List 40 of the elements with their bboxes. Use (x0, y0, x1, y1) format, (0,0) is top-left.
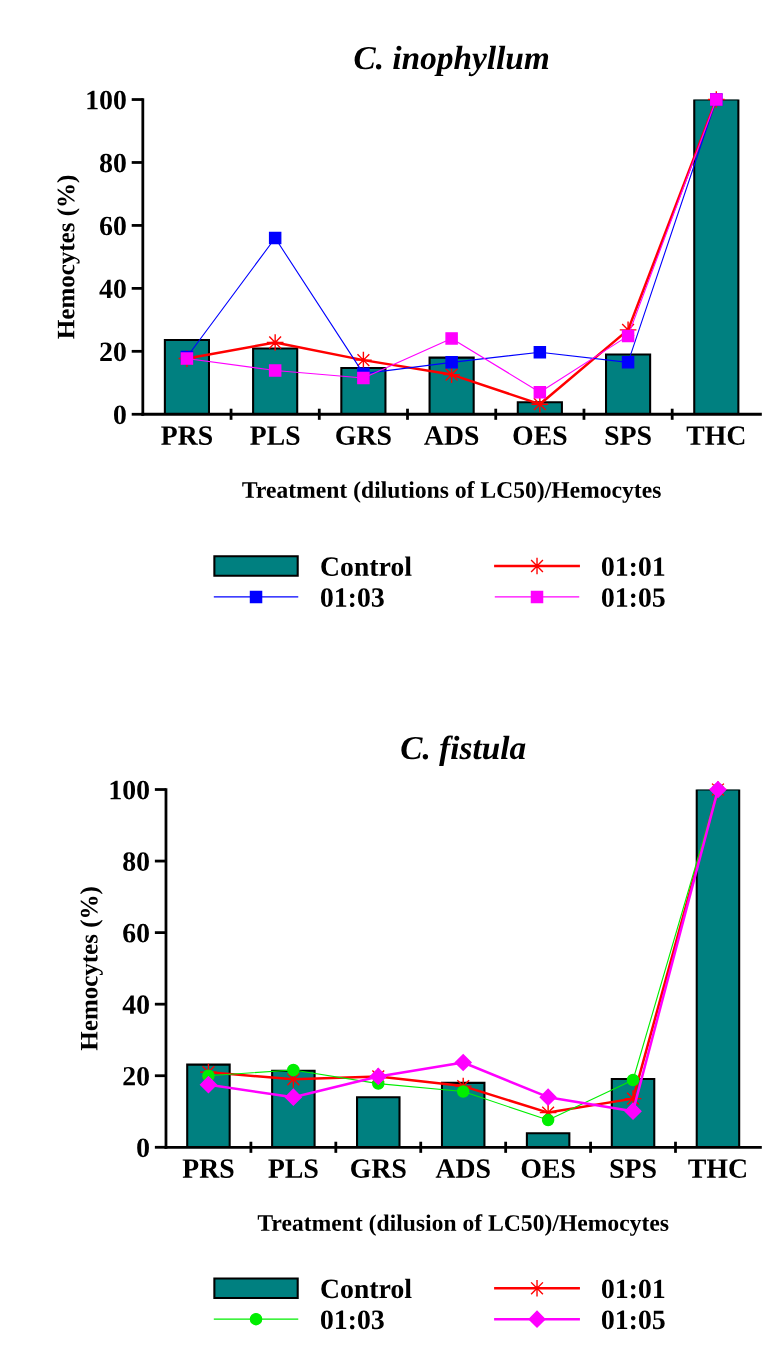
y-tick-label: 20 (123, 1066, 149, 1086)
x-axis-title: Treatment (dilutions of LC50)/Hemocytes (242, 481, 661, 503)
x-tick-label: GRS (351, 1159, 406, 1178)
y-tick-label: 0 (114, 405, 126, 425)
legend-label: Control (321, 1278, 412, 1299)
y-tick-label: 60 (100, 216, 126, 236)
legend-label: 01:01 (601, 557, 665, 577)
y-tick-label: 40 (99, 279, 126, 299)
y-tick-label: 20 (100, 342, 126, 362)
y-tick-label: 80 (99, 153, 126, 173)
legend-label: Control (321, 556, 412, 576)
y-tick-label: 0 (137, 1138, 149, 1158)
x-tick-label: OES (521, 1159, 575, 1178)
chart-title: C. fistula (401, 735, 526, 767)
y-tick-label: 100 (110, 780, 149, 800)
legend-label: 01:03 (320, 588, 384, 608)
y-axis-title: Hemocytes (%) (80, 887, 103, 1051)
x-tick-label: ADS (424, 426, 479, 445)
x-tick-label: PLS (250, 426, 300, 445)
x-tick-label: ADS (435, 1159, 490, 1178)
legend-label: 01:01 (601, 1279, 665, 1299)
legend-label: 01:05 (601, 588, 665, 608)
x-tick-label: PLS (268, 1159, 318, 1178)
legend-label: 01:03 (320, 1310, 384, 1330)
y-tick-label: 40 (122, 995, 149, 1015)
x-tick-label: SPS (610, 1159, 656, 1178)
x-tick-label: GRS (336, 426, 391, 445)
x-tick-label: PRS (182, 1159, 234, 1178)
y-tick-label: 80 (123, 852, 149, 871)
y-tick-label: 60 (123, 923, 149, 943)
y-axis-title: Hemocytes (%) (56, 175, 80, 339)
chart-title: C. inophyllum (354, 45, 549, 77)
x-tick-label: THC (688, 1159, 746, 1178)
legend-label: 01:05 (601, 1310, 665, 1330)
x-tick-label: OES (513, 426, 567, 445)
x-tick-label: THC (686, 426, 745, 445)
y-tick-label: 100 (87, 90, 126, 110)
x-tick-label: SPS (605, 426, 651, 445)
x-tick-label: PRS (161, 426, 212, 445)
x-axis-title: Treatment (dilusion of LC50)/Hemocytes (257, 1214, 669, 1236)
